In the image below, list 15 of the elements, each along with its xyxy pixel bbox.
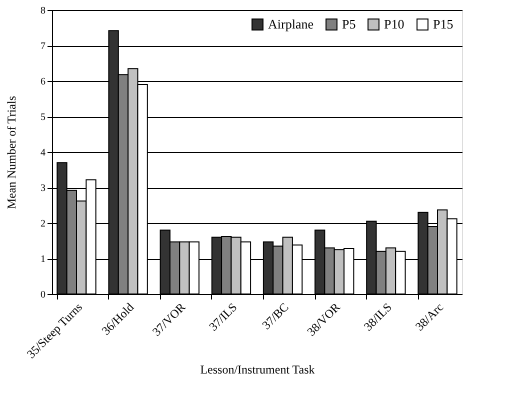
y-tick-label: 2 [40,218,46,230]
y-tick-label: 1 [40,254,46,265]
y-tick-label: 3 [40,183,46,194]
y-tick-label: 8 [40,6,46,16]
y-tick-label: 0 [40,290,46,300]
legend-label: P15 [433,16,454,32]
y-axis-title: Mean Number of Trials [4,96,18,209]
legend-label: P5 [342,16,356,32]
y-tick-label: 4 [40,148,46,158]
x-axis-title: Lesson/Instrument Task [200,362,315,377]
legend-label: Airplane [268,16,314,32]
y-tick-label: 6 [40,76,46,88]
legend-label: P10 [384,16,404,32]
y-tick-label: 7 [40,41,46,52]
y-tick-label: 5 [40,112,46,123]
